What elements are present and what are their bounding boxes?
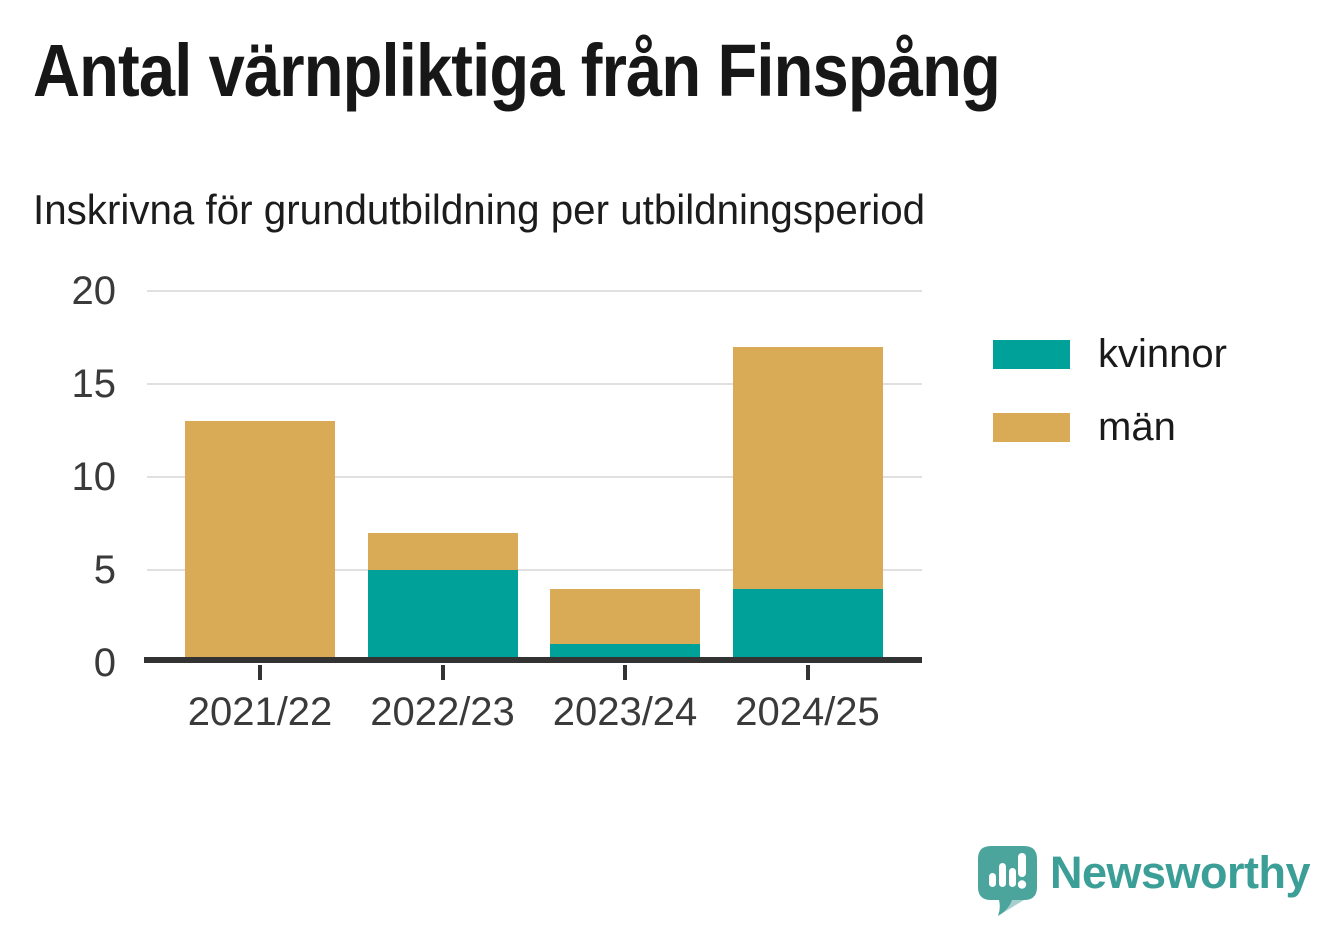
brand-name: Newsworthy xyxy=(1050,847,1311,898)
brand-footer: Newsworthy xyxy=(978,846,1311,918)
bar-segment-män xyxy=(550,588,700,645)
bar-segment-män xyxy=(185,421,335,663)
x-tick-label: 2023/24 xyxy=(552,690,698,734)
y-tick-label: 5 xyxy=(93,548,116,592)
legend-label: män xyxy=(1098,405,1176,449)
bar-segment-män xyxy=(367,532,518,570)
newsworthy-logo-icon xyxy=(978,846,1037,916)
legend-swatch-kvinnor xyxy=(993,340,1070,369)
legend-swatch-män xyxy=(993,413,1070,442)
chart-title: Antal värnpliktiga från Finspång xyxy=(33,29,1001,112)
y-tick-label: 15 xyxy=(71,362,117,406)
y-axis-labels: 0 5 10 15 20 xyxy=(0,269,117,685)
x-tick-label: 2024/25 xyxy=(735,690,880,734)
y-tick-label: 20 xyxy=(71,269,117,313)
gridline-20 xyxy=(147,290,922,292)
chart-subtitle: Inskrivna för grundutbildning per utbild… xyxy=(33,186,926,233)
gridline-15 xyxy=(147,383,922,385)
x-axis-line xyxy=(144,657,922,663)
gridline-10 xyxy=(147,476,922,478)
y-tick-label: 0 xyxy=(93,641,116,685)
x-axis-tick xyxy=(440,665,445,680)
x-axis-tick xyxy=(805,665,810,680)
x-axis-tick xyxy=(623,665,627,680)
legend-item-kvinnor: kvinnor xyxy=(993,332,1227,377)
bar-segment-kvinnor xyxy=(732,588,883,663)
x-tick-label: 2021/22 xyxy=(187,690,333,734)
legend-item-män: män xyxy=(993,405,1227,450)
plot-area: 2021/22 2022/23 2023/24 2024/25 xyxy=(144,290,922,734)
y-tick-label: 10 xyxy=(71,455,117,499)
x-axis-tick xyxy=(258,665,262,680)
gridline-5 xyxy=(147,569,922,571)
legend: kvinnor män xyxy=(993,332,1227,478)
x-tick-label: 2022/23 xyxy=(370,690,515,734)
bar-segment-kvinnor xyxy=(367,570,518,663)
legend-label: kvinnor xyxy=(1098,332,1227,376)
bar-segment-män xyxy=(732,346,883,589)
